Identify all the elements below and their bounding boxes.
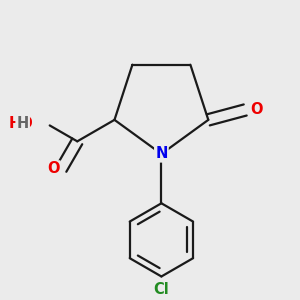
Text: Cl: Cl (154, 282, 169, 297)
Text: N: N (155, 146, 168, 161)
Text: O: O (250, 103, 262, 118)
Text: O: O (47, 161, 60, 176)
Text: H: H (16, 116, 29, 131)
Text: HO: HO (9, 116, 34, 131)
